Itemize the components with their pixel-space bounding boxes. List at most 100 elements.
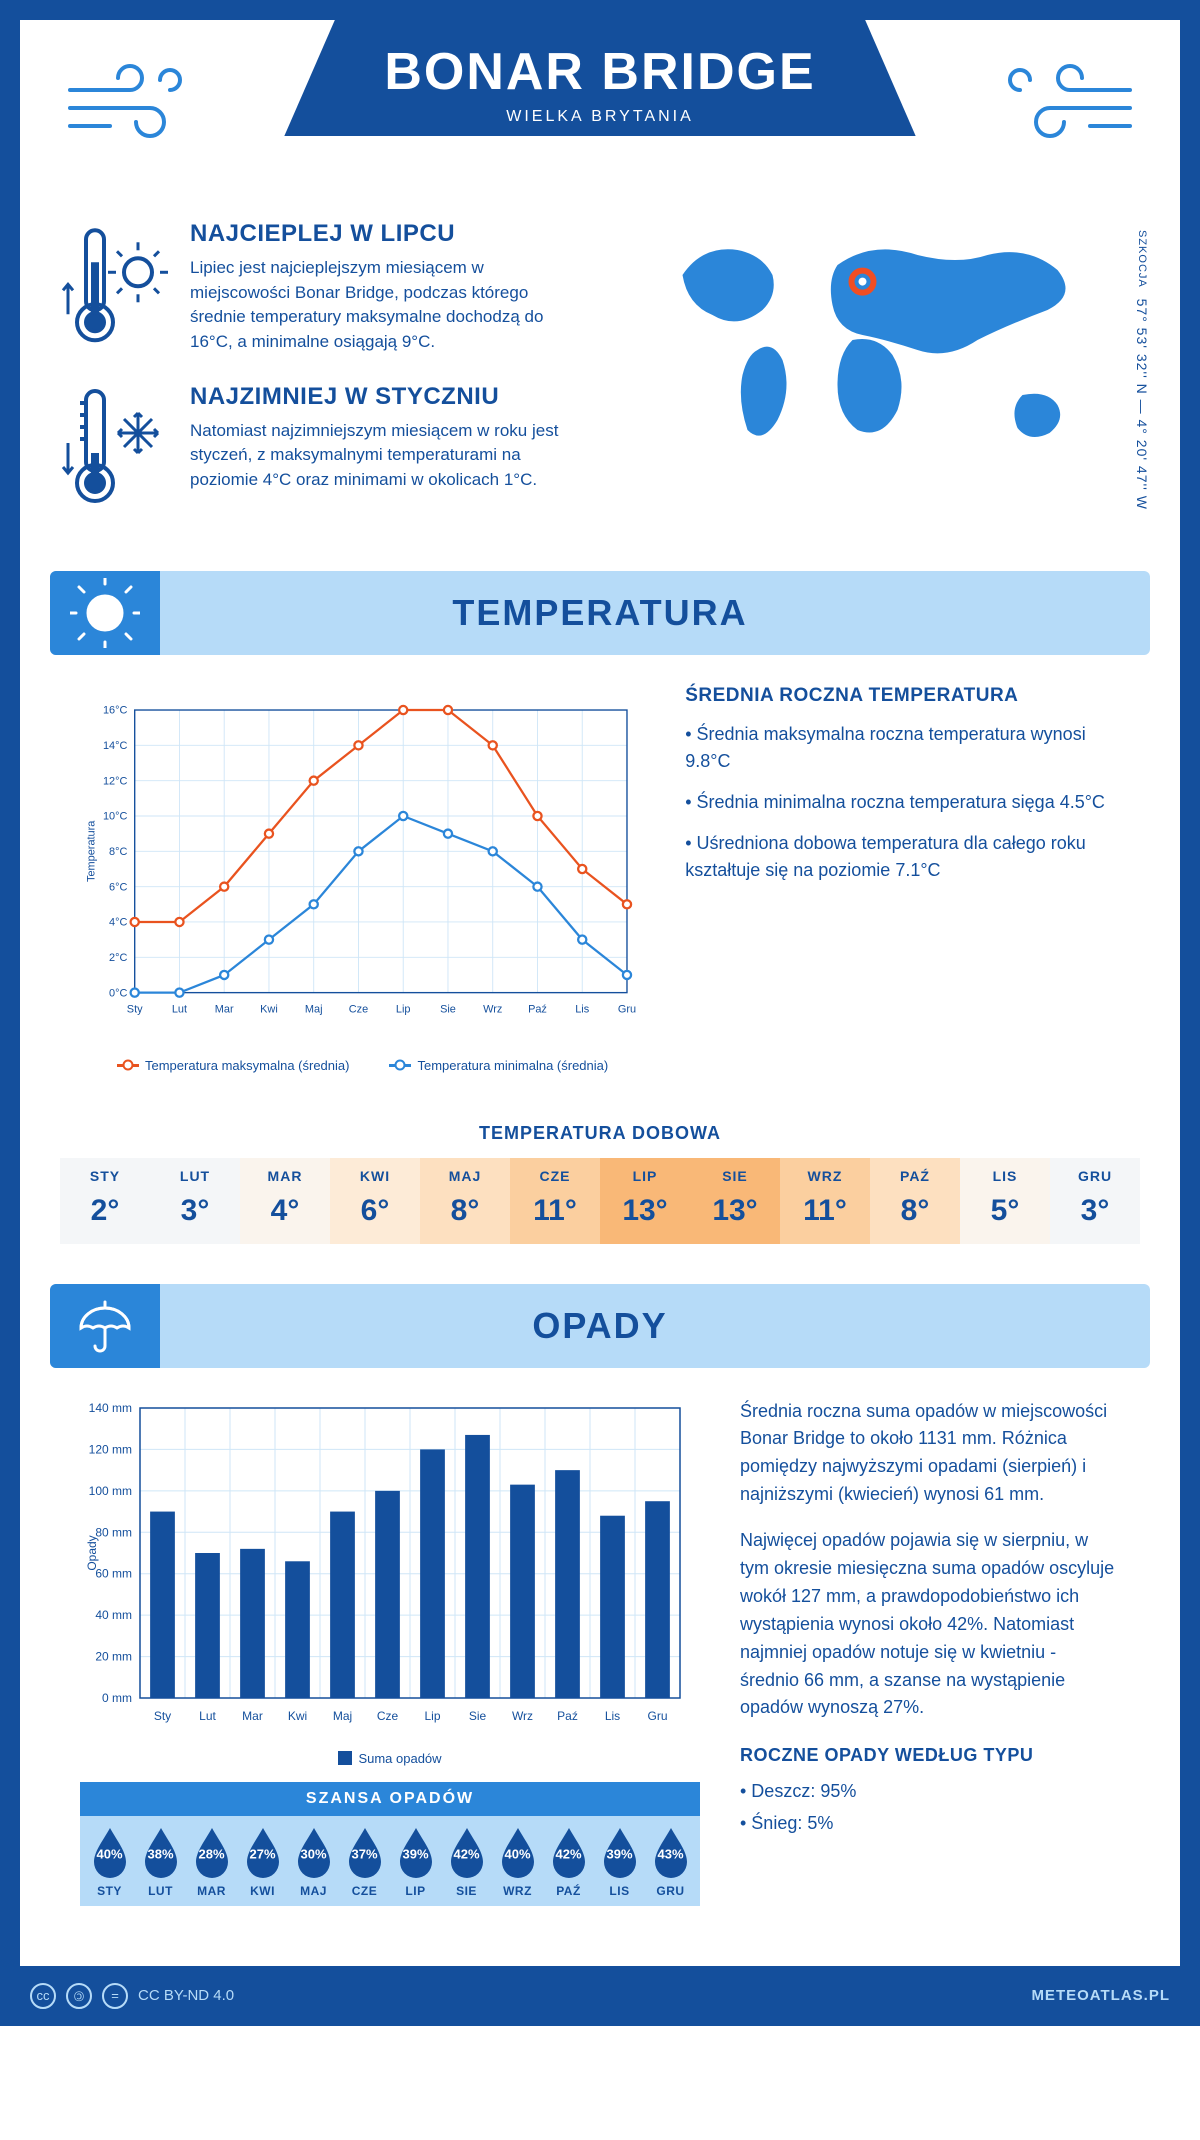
license-text: CC BY-ND 4.0 <box>138 1987 234 2004</box>
precip-summary: Średnia roczna suma opadów w miejscowośc… <box>740 1398 1120 1906</box>
precip-chart: 0 mm20 mm40 mm60 mm80 mm100 mm120 mm140 … <box>80 1398 700 1906</box>
svg-text:Sie: Sie <box>440 1003 456 1015</box>
chance-month: STY <box>84 1884 135 1898</box>
temperature-title: TEMPERATURA <box>452 592 747 634</box>
svg-text:Opady: Opady <box>85 1535 99 1570</box>
daily-cell: PAŹ 8° <box>870 1158 960 1244</box>
svg-text:20 mm: 20 mm <box>95 1649 132 1663</box>
thermometer-cold-icon <box>60 383 170 513</box>
legend-precip: Suma opadów <box>338 1751 441 1766</box>
daily-cell: LIP 13° <box>600 1158 690 1244</box>
daily-month: LIS <box>960 1168 1050 1184</box>
header: BONAR BRIDGE WIELKA BRYTANIA <box>20 20 1180 200</box>
temperature-chart: 0°C2°C4°C6°C8°C10°C12°C14°C16°CStyLutMar… <box>80 685 645 1073</box>
chance-month: MAJ <box>288 1884 339 1898</box>
chance-month: LUT <box>135 1884 186 1898</box>
chance-value: 42% <box>446 1847 488 1862</box>
temperature-summary: ŚREDNIA ROCZNA TEMPERATURA • Średnia mak… <box>685 685 1120 1073</box>
location-subtitle: WIELKA BRYTANIA <box>384 108 815 126</box>
cc-icon: cc <box>30 1983 56 2009</box>
svg-text:10°C: 10°C <box>103 810 128 822</box>
infographic-frame: BONAR BRIDGE WIELKA BRYTANIA <box>0 0 1200 2026</box>
chance-value: 30% <box>293 1847 335 1862</box>
chance-value: 37% <box>344 1847 386 1862</box>
chance-value: 40% <box>497 1847 539 1862</box>
title-banner: BONAR BRIDGE WIELKA BRYTANIA <box>284 20 915 136</box>
svg-text:Lis: Lis <box>575 1003 590 1015</box>
svg-text:Lip: Lip <box>396 1003 411 1015</box>
drop-icon: 27% <box>242 1826 284 1878</box>
svg-text:Wrz: Wrz <box>512 1709 533 1723</box>
drop-icon: 43% <box>650 1826 692 1878</box>
hot-fact: NAJCIEPLEJ W LIPCU Lipiec jest najcieple… <box>60 220 585 355</box>
svg-text:0°C: 0°C <box>109 987 127 999</box>
daily-value: 13° <box>600 1194 690 1228</box>
daily-value: 8° <box>420 1194 510 1228</box>
chance-cell: 40% WRZ <box>492 1826 543 1898</box>
svg-text:Paź: Paź <box>557 1709 578 1723</box>
chance-cell: 40% STY <box>84 1826 135 1898</box>
drop-icon: 30% <box>293 1826 335 1878</box>
location-title: BONAR BRIDGE <box>384 42 815 102</box>
chance-value: 39% <box>395 1847 437 1862</box>
drop-icon: 42% <box>446 1826 488 1878</box>
daily-cell: WRZ 11° <box>780 1158 870 1244</box>
daily-month: MAR <box>240 1168 330 1184</box>
cold-fact: NAJZIMNIEJ W STYCZNIU Natomiast najzimni… <box>60 383 585 513</box>
chance-value: 38% <box>140 1847 182 1862</box>
chance-month: LIP <box>390 1884 441 1898</box>
svg-text:Lut: Lut <box>172 1003 187 1015</box>
precip-type-line: • Deszcz: 95% <box>740 1778 1120 1806</box>
drop-icon: 37% <box>344 1826 386 1878</box>
chance-month: LIS <box>594 1884 645 1898</box>
svg-text:12°C: 12°C <box>103 775 128 787</box>
svg-text:Lut: Lut <box>199 1709 216 1723</box>
daily-month: WRZ <box>780 1168 870 1184</box>
daily-cell: STY 2° <box>60 1158 150 1244</box>
precip-section-bar: OPADY <box>50 1284 1150 1368</box>
daily-month: KWI <box>330 1168 420 1184</box>
chance-cell: 28% MAR <box>186 1826 237 1898</box>
chance-value: 43% <box>650 1847 692 1862</box>
hot-fact-text: Lipiec jest najcieplejszym miesiącem w m… <box>190 256 585 355</box>
drop-icon: 40% <box>497 1826 539 1878</box>
svg-text:0 mm: 0 mm <box>102 1691 132 1705</box>
svg-text:40 mm: 40 mm <box>95 1608 132 1622</box>
daily-month: LIP <box>600 1168 690 1184</box>
chance-title: SZANSA OPADÓW <box>80 1782 700 1816</box>
daily-value: 2° <box>60 1194 150 1228</box>
daily-value: 4° <box>240 1194 330 1228</box>
svg-text:80 mm: 80 mm <box>95 1525 132 1539</box>
precip-para2: Najwięcej opadów pojawia się w sierpniu,… <box>740 1527 1120 1722</box>
chance-value: 28% <box>191 1847 233 1862</box>
precip-area: 0 mm20 mm40 mm60 mm80 mm100 mm120 mm140 … <box>20 1398 1180 1926</box>
svg-text:4°C: 4°C <box>109 916 127 928</box>
daily-month: SIE <box>690 1168 780 1184</box>
svg-text:Cze: Cze <box>377 1709 399 1723</box>
precip-legend: Suma opadów <box>80 1751 700 1766</box>
temp-side-line: • Średnia minimalna roczna temperatura s… <box>685 789 1120 816</box>
chance-month: SIE <box>441 1884 492 1898</box>
precip-chance-table: SZANSA OPADÓW 40% STY 38% LUT 28% MAR 27… <box>80 1782 700 1906</box>
daily-cell: GRU 3° <box>1050 1158 1140 1244</box>
world-map <box>615 220 1140 500</box>
footer: cc 🄯 = CC BY-ND 4.0 METEOATLAS.PL <box>0 1966 1200 2026</box>
daily-value: 11° <box>510 1194 600 1228</box>
chance-cell: 39% LIP <box>390 1826 441 1898</box>
chance-cell: 30% MAJ <box>288 1826 339 1898</box>
chance-month: KWI <box>237 1884 288 1898</box>
intro-section: NAJCIEPLEJ W LIPCU Lipiec jest najcieple… <box>20 200 1180 571</box>
chance-cell: 27% KWI <box>237 1826 288 1898</box>
daily-month: MAJ <box>420 1168 510 1184</box>
daily-cell: LUT 3° <box>150 1158 240 1244</box>
chance-cell: 42% PAŹ <box>543 1826 594 1898</box>
chance-cell: 39% LIS <box>594 1826 645 1898</box>
license-block: cc 🄯 = CC BY-ND 4.0 <box>30 1983 234 2009</box>
svg-text:120 mm: 120 mm <box>89 1442 132 1456</box>
chance-month: CZE <box>339 1884 390 1898</box>
sun-icon <box>50 571 160 655</box>
temp-side-line: • Średnia maksymalna roczna temperatura … <box>685 721 1120 775</box>
temperature-area: 0°C2°C4°C6°C8°C10°C12°C14°C16°CStyLutMar… <box>20 685 1180 1103</box>
coords-label: SZKOCJA 57° 53' 32'' N — 4° 20' 47'' W <box>1134 230 1150 510</box>
intro-facts: NAJCIEPLEJ W LIPCU Lipiec jest najcieple… <box>60 220 585 541</box>
